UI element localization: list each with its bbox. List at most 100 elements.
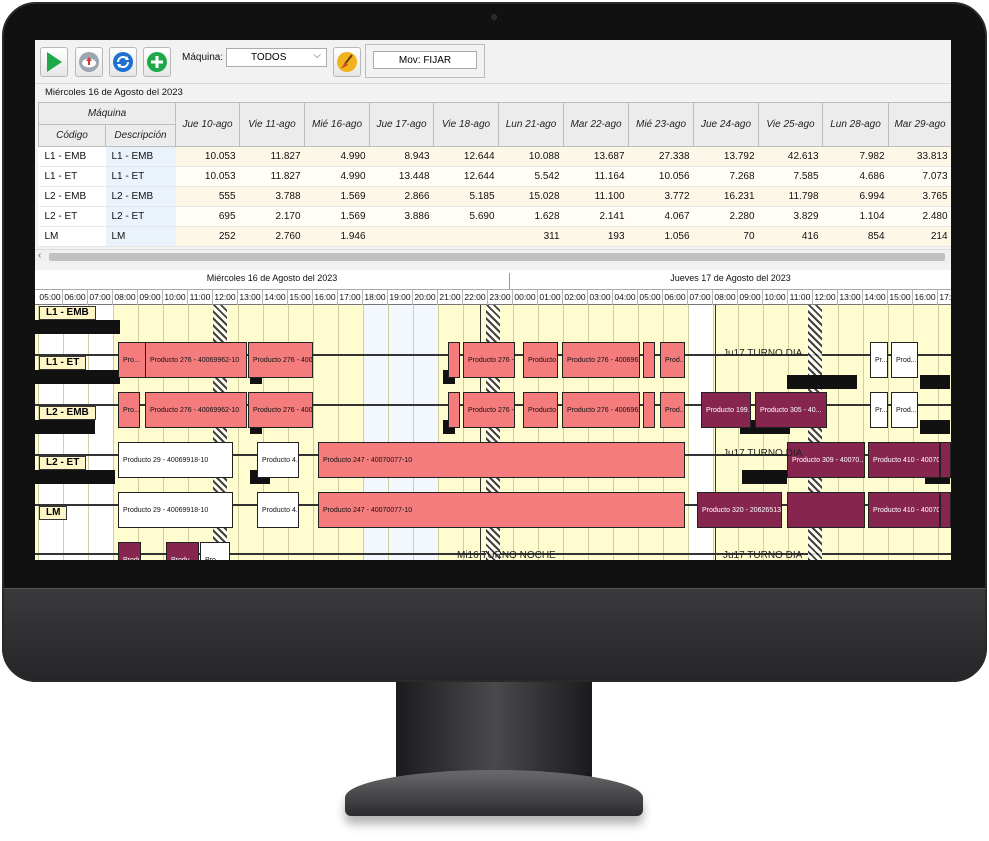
gantt-task-bar[interactable]: Prod... bbox=[891, 342, 918, 378]
gantt-task-bar[interactable]: Pro... bbox=[118, 392, 140, 428]
current-date-label: Miércoles 16 de Agosto del 2023 bbox=[45, 87, 183, 98]
table-row[interactable]: LM LM 252 2.760 1.946 311 193 1.056 70 416 854 214 bbox=[38, 226, 951, 247]
gantt-task-bar[interactable]: Producto 276 - 400... bbox=[248, 342, 313, 378]
gantt-task-bar[interactable]: Producto 276 - 4006962... bbox=[523, 342, 558, 378]
play-button[interactable] bbox=[40, 47, 68, 77]
gantt-task-bar[interactable] bbox=[448, 342, 460, 378]
gantt-task-bar[interactable] bbox=[787, 492, 865, 528]
gantt-task-bar[interactable]: Producto 247 - 40070077-10 bbox=[318, 492, 685, 528]
gantt-task-bar[interactable]: Producto 29 - 40069918-10 bbox=[118, 492, 233, 528]
gantt-task-bar[interactable]: Producto 309 - 40070... bbox=[787, 442, 865, 478]
gantt-task-bar[interactable]: Producto 320 - 206265131... bbox=[697, 492, 782, 528]
gantt-hour-label: 04:00 bbox=[613, 290, 638, 305]
gantt-hour-label: 00:00 bbox=[513, 290, 538, 305]
add-button[interactable] bbox=[143, 47, 171, 77]
value-cell: 12.644 bbox=[433, 166, 499, 187]
gantt-setup-block[interactable] bbox=[920, 375, 950, 389]
gantt-task-bar[interactable] bbox=[940, 492, 951, 528]
gantt-task-bar[interactable] bbox=[448, 392, 460, 428]
gantt-task-bar[interactable]: Producto 276 - 400... bbox=[463, 392, 515, 428]
gantt-hour-label: 03:00 bbox=[588, 290, 613, 305]
gantt-hour-label: 17:00 bbox=[938, 290, 951, 305]
gantt-setup-block[interactable] bbox=[35, 370, 120, 384]
date-header[interactable]: Mié 16-ago bbox=[304, 102, 371, 147]
gantt-grid-line bbox=[738, 305, 739, 560]
scroll-left-icon[interactable]: ‹ bbox=[38, 250, 42, 261]
codigo-header[interactable]: Código bbox=[38, 124, 106, 147]
gantt-shift-line bbox=[480, 305, 481, 560]
gantt-task-bar[interactable]: Producto 276 - 40069962-10 bbox=[145, 342, 247, 378]
scrollbar-thumb[interactable] bbox=[49, 253, 945, 261]
gantt-machine-label[interactable]: LM bbox=[39, 506, 68, 520]
gantt-task-bar[interactable]: Pr... bbox=[870, 392, 888, 428]
value-cell: 33.813 bbox=[888, 146, 951, 167]
gantt-task-bar[interactable]: Producto 410 - 40070... bbox=[868, 492, 940, 528]
gantt-task-bar[interactable]: Producto 276 - 4006962... bbox=[523, 392, 558, 428]
gantt-setup-block[interactable] bbox=[787, 375, 857, 389]
gantt-task-bar[interactable]: Pr... bbox=[870, 342, 888, 378]
gantt-task-bar[interactable]: Producto 4... bbox=[257, 442, 299, 478]
gantt-hour-label: 06:00 bbox=[663, 290, 688, 305]
gantt-hour-label: 11:00 bbox=[188, 290, 213, 305]
table-row[interactable]: L2 - ET L2 - ET 695 2.170 1.569 3.886 5.690 1.6… bbox=[38, 206, 951, 227]
gantt-setup-block[interactable] bbox=[920, 420, 950, 434]
table-row[interactable]: L2 - EMB L2 - EMB 555 3.788 1.569 2.866 5.185 1… bbox=[38, 186, 951, 207]
gantt-task-bar[interactable]: Prod... bbox=[891, 392, 918, 428]
gantt-task-bar[interactable]: Producto 276 - 4006962... bbox=[562, 392, 640, 428]
date-header[interactable]: Vie 25-ago bbox=[758, 102, 824, 147]
gantt-task-bar[interactable]: Producto 276 - 40069962-10 bbox=[145, 392, 247, 428]
gantt-task-bar[interactable]: Producto 410 - 40070... bbox=[868, 442, 940, 478]
date-header[interactable]: Vie 11-ago bbox=[239, 102, 306, 147]
gantt-machine-label[interactable]: L2 - ET bbox=[39, 456, 87, 470]
gantt-shift-line bbox=[715, 305, 716, 560]
gantt-setup-block[interactable] bbox=[35, 320, 120, 334]
gantt-grid-line bbox=[313, 305, 314, 560]
gantt-task-bar[interactable] bbox=[643, 392, 655, 428]
date-header[interactable]: Vie 18-ago bbox=[433, 102, 500, 147]
maquina-select[interactable]: TODOS ⌵ bbox=[226, 48, 327, 67]
gantt-task-bar[interactable]: Prod... bbox=[660, 392, 685, 428]
upload-button[interactable] bbox=[75, 47, 103, 77]
gantt-shift-label: Ju17 TURNO DIA bbox=[723, 550, 803, 560]
gantt-task-bar[interactable]: Producto 276 - 400... bbox=[463, 342, 515, 378]
value-cell: 11.164 bbox=[563, 166, 629, 187]
gantt-task-bar[interactable]: Produ... bbox=[118, 542, 141, 560]
gantt-setup-block[interactable] bbox=[35, 420, 95, 434]
date-header[interactable]: Mar 29-ago bbox=[888, 102, 951, 147]
date-header[interactable]: Jue 24-ago bbox=[693, 102, 760, 147]
table-row[interactable]: L1 - ET L1 - ET 10.053 11.827 4.990 13.448 12.… bbox=[38, 166, 951, 187]
gantt-task-bar[interactable]: Producto 305 - 40... bbox=[755, 392, 827, 428]
clear-button[interactable] bbox=[333, 47, 361, 77]
gantt-task-bar[interactable]: Producto 4... bbox=[257, 492, 299, 528]
gantt-hour-label: 09:00 bbox=[738, 290, 763, 305]
gantt-task-bar[interactable]: Producto 247 - 40070077-10 bbox=[318, 442, 685, 478]
gantt-task-bar[interactable]: Produ... bbox=[166, 542, 199, 560]
gantt-machine-label[interactable]: L1 - EMB bbox=[39, 306, 96, 320]
gantt-task-bar[interactable]: Prod... bbox=[660, 342, 685, 378]
date-header[interactable]: Mié 23-ago bbox=[628, 102, 695, 147]
date-header[interactable]: Jue 17-ago bbox=[369, 102, 435, 147]
horizontal-scrollbar[interactable]: ‹ bbox=[35, 249, 951, 263]
gantt-task-bar[interactable] bbox=[940, 442, 951, 478]
gantt-task-bar[interactable]: Producto 199... bbox=[701, 392, 751, 428]
gantt-task-bar[interactable]: Producto 29 - 40069918-10 bbox=[118, 442, 233, 478]
date-header[interactable]: Lun 28-ago bbox=[822, 102, 890, 147]
gantt-task-bar[interactable]: Producto 276 - 4006962... bbox=[562, 342, 640, 378]
descripcion-header[interactable]: Descripción bbox=[104, 124, 177, 147]
gantt-task-bar[interactable] bbox=[643, 342, 655, 378]
gantt-setup-block[interactable] bbox=[742, 470, 787, 484]
gantt-setup-block[interactable] bbox=[35, 470, 115, 484]
gantt-task-bar[interactable]: Producto 276 - 400... bbox=[248, 392, 313, 428]
cloud-upload-icon bbox=[79, 52, 99, 72]
gantt-machine-label[interactable]: L2 - EMB bbox=[39, 406, 96, 420]
date-header[interactable]: Jue 10-ago bbox=[175, 102, 241, 147]
descripcion-cell: LM bbox=[105, 226, 176, 247]
table-row[interactable]: L1 - EMB L1 - EMB 10.053 11.827 4.990 8.943 12… bbox=[38, 146, 951, 167]
gantt-task-bar[interactable]: Pro... bbox=[200, 542, 230, 560]
mov-field[interactable]: Mov: FIJAR bbox=[373, 51, 477, 69]
refresh-button[interactable] bbox=[109, 47, 137, 77]
date-header[interactable]: Mar 22-ago bbox=[563, 102, 630, 147]
date-header[interactable]: Lun 21-ago bbox=[498, 102, 565, 147]
gantt-machine-label[interactable]: L1 - ET bbox=[39, 356, 87, 370]
app-window: Máquina: TODOS ⌵ Mov: FIJAR Miércoles 16… bbox=[35, 40, 951, 560]
